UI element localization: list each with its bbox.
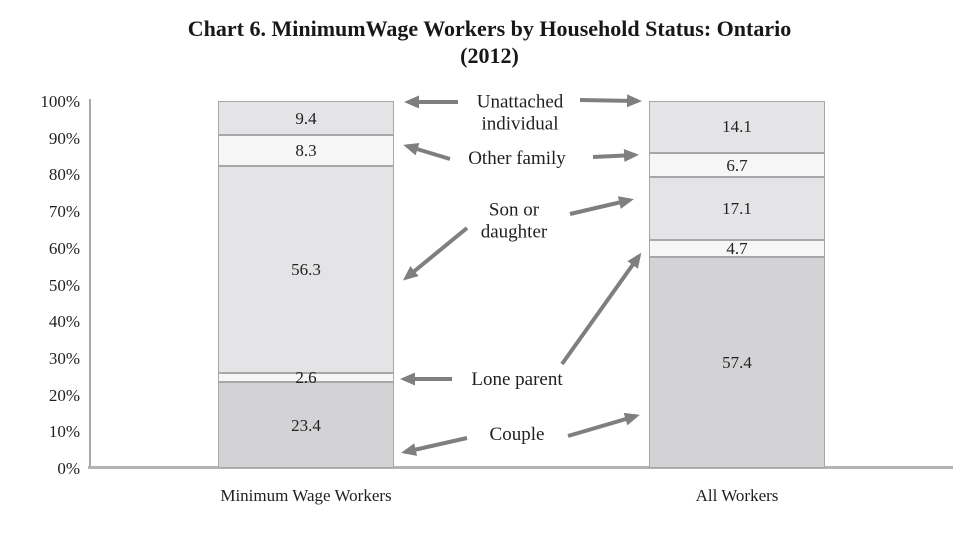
arrow-unattached-to-right-bar	[579, 94, 642, 108]
stacked-bar-minimum-wage-workers: 9.4 8.3 56.3 2.6 23.4	[218, 101, 394, 468]
x-axis-category-label: All Workers	[695, 486, 779, 505]
bar-segment-son-or-daughter: 17.1	[649, 177, 825, 241]
chart-title: Chart 6. MinimumWage Workers by Househol…	[0, 16, 979, 70]
stacked-bar-all-workers: 14.1 6.7 17.1 4.7 57.4	[649, 101, 825, 468]
annotation-couple: Couple	[489, 423, 545, 445]
y-axis-tick-label: 20%	[48, 385, 80, 405]
y-axis-line	[89, 99, 91, 468]
arrow-lone-parent-to-right-bar	[560, 252, 642, 366]
segment-value-label: 57.4	[722, 353, 752, 373]
bar-segment-unattached-individual: 14.1	[649, 101, 825, 153]
segment-value-label: 9.4	[295, 108, 317, 128]
segment-value-label: 4.7	[726, 239, 748, 259]
y-axis-tick-label: 0%	[57, 459, 80, 478]
y-axis-tick-label: 100%	[40, 92, 80, 111]
segment-value-label: 2.6	[295, 367, 317, 387]
segment-value-label: 17.1	[722, 199, 752, 219]
bar-segment-other-family: 6.7	[649, 152, 825, 178]
segment-value-label: 8.3	[295, 141, 317, 161]
segment-value-label: 23.4	[291, 415, 321, 435]
segment-value-label: 14.1	[722, 117, 752, 137]
segment-value-label: 6.7	[726, 155, 748, 175]
annotation-other-family: Other family	[468, 147, 566, 169]
y-axis-tick-label: 30%	[48, 348, 80, 368]
y-axis-tick-label: 90%	[48, 128, 80, 148]
annotation-son-or-daughter: Son or daughter	[480, 199, 548, 243]
y-axis-tick-label: 40%	[48, 312, 80, 332]
chart-title-line2: (2012)	[460, 42, 519, 68]
y-axis-tick-label: 60%	[48, 238, 80, 258]
arrow-son-daughter-to-left-bar	[402, 226, 469, 281]
y-axis-tick-label: 10%	[48, 422, 80, 442]
y-axis-tick-label: 50%	[48, 275, 80, 295]
x-axis-line	[88, 466, 953, 469]
segment-value-label: 56.3	[291, 259, 321, 279]
bar-segment-unattached-individual: 9.4	[218, 101, 394, 136]
chart-title-line1: Chart 6. MinimumWage Workers by Househol…	[187, 16, 792, 41]
bar-segment-lone-parent: 4.7	[649, 239, 825, 259]
bar-segment-other-family: 8.3	[218, 135, 394, 166]
annotation-unattached-individual: Unattached individual	[476, 91, 564, 135]
bar-segment-couple: 23.4	[218, 382, 394, 468]
y-axis-tick-label: 80%	[48, 165, 80, 185]
arrow-couple-to-left-bar	[401, 436, 468, 456]
bar-segment-son-or-daughter: 56.3	[218, 165, 394, 373]
arrow-other-family-to-left-bar	[403, 142, 451, 161]
arrow-other-family-to-right-bar	[592, 149, 639, 163]
arrow-son-daughter-to-right-bar	[569, 196, 634, 216]
arrow-couple-to-right-bar	[567, 412, 640, 438]
bar-segment-lone-parent: 2.6	[218, 369, 394, 386]
bar-segment-couple: 57.4	[649, 257, 825, 468]
x-axis-category-label: Minimum Wage Workers	[220, 486, 392, 505]
annotation-lone-parent: Lone parent	[471, 368, 563, 390]
y-axis-tick-label: 70%	[48, 202, 80, 222]
